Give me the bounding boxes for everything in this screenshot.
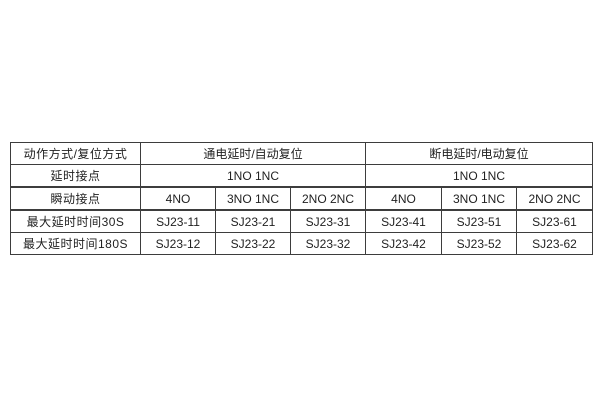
instant-contact-config: 3NO 1NC xyxy=(215,186,291,211)
model-number: SJ23-51 xyxy=(441,209,517,233)
instant-contact-config: 4NO xyxy=(365,186,442,211)
model-number: SJ23-62 xyxy=(516,232,593,255)
action-mode-label: 动作方式/复位方式 xyxy=(10,142,141,165)
row-delay-contact: 延时接点 1NO 1NC 1NO 1NC xyxy=(10,164,593,188)
delay-contact-label: 延时接点 xyxy=(10,164,141,188)
model-number: SJ23-32 xyxy=(290,232,366,255)
instant-contact-config: 3NO 1NC xyxy=(441,186,517,211)
row-action-mode: 动作方式/复位方式 通电延时/自动复位 断电延时/电动复位 xyxy=(10,142,593,165)
model-number: SJ23-41 xyxy=(365,209,442,233)
row-max-delay-30s: 最大延时时间30S SJ23-11 SJ23-21 SJ23-31 SJ23-4… xyxy=(10,209,593,233)
model-number: SJ23-22 xyxy=(215,232,291,255)
model-number: SJ23-12 xyxy=(140,232,216,255)
model-number: SJ23-31 xyxy=(290,209,366,233)
power-on-delay-group-header: 通电延时/自动复位 xyxy=(140,142,366,165)
model-number: SJ23-52 xyxy=(441,232,517,255)
power-off-delay-group-header: 断电延时/电动复位 xyxy=(365,142,593,165)
instant-contact-config: 4NO xyxy=(140,186,216,211)
relay-model-spec-table: 动作方式/复位方式 通电延时/自动复位 断电延时/电动复位 延时接点 1NO 1… xyxy=(10,142,593,255)
delay-contact-power-on-value: 1NO 1NC xyxy=(140,164,366,188)
model-number: SJ23-61 xyxy=(516,209,593,233)
delay-contact-power-off-value: 1NO 1NC xyxy=(365,164,593,188)
row-instant-contact: 瞬动接点 4NO 3NO 1NC 2NO 2NC 4NO 3NO 1NC 2NO… xyxy=(10,186,593,211)
instant-contact-config: 2NO 2NC xyxy=(290,186,366,211)
instant-contact-label: 瞬动接点 xyxy=(10,186,141,211)
row-max-delay-180s: 最大延时时间180S SJ23-12 SJ23-22 SJ23-32 SJ23-… xyxy=(10,232,593,255)
max-delay-180s-label: 最大延时时间180S xyxy=(10,232,141,255)
max-delay-30s-label: 最大延时时间30S xyxy=(10,209,141,233)
model-number: SJ23-11 xyxy=(140,209,216,233)
model-number: SJ23-21 xyxy=(215,209,291,233)
instant-contact-config: 2NO 2NC xyxy=(516,186,593,211)
model-number: SJ23-42 xyxy=(365,232,442,255)
